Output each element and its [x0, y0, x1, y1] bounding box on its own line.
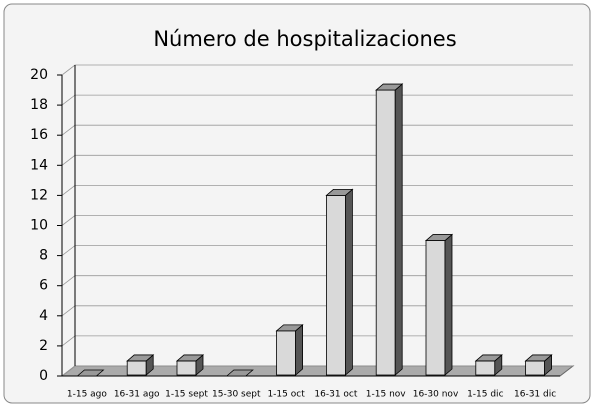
bar-top: [225, 369, 254, 377]
bar-side: [295, 323, 304, 376]
x-tick-label: 1-15 dic: [467, 390, 504, 400]
x-tick-label: 1-15 sept: [165, 390, 208, 400]
bar-front: [525, 360, 545, 376]
bar-top: [424, 234, 454, 241]
y-tick-label: 14: [30, 157, 48, 173]
chart-title: Número de hospitalizaciones: [153, 27, 456, 51]
x-tick-label: 15-30 sept: [212, 390, 261, 400]
x-tick-label: 1-15 nov: [366, 390, 406, 400]
y-tick-label: 4: [39, 308, 48, 324]
bar: [524, 354, 553, 376]
bar: [76, 369, 105, 377]
bar: [375, 83, 404, 376]
bar: [175, 354, 205, 376]
bar-side: [344, 188, 353, 376]
bar-top: [474, 354, 503, 362]
bar-top: [524, 354, 553, 362]
bar: [275, 323, 304, 376]
bar: [424, 233, 454, 376]
bar-top: [325, 188, 354, 196]
y-tick-label: 8: [39, 248, 48, 264]
y-tick-label: 2: [39, 338, 48, 354]
x-tick-label: 16-31 dic: [514, 390, 556, 400]
bar-front: [425, 240, 446, 376]
x-tick-label: 1-15 ago: [67, 390, 108, 400]
x-tick-label: 1-15 oct: [267, 390, 305, 400]
bar-front: [176, 360, 197, 376]
bar-top: [76, 369, 105, 377]
y-tick-label: 6: [39, 278, 48, 294]
y-tick-label: 20: [30, 67, 48, 83]
bar-top: [175, 354, 205, 362]
bar: [325, 188, 354, 376]
bar-top: [126, 354, 155, 362]
bar: [474, 354, 503, 376]
x-tick-label: 16-31 ago: [114, 390, 160, 400]
bar-top: [275, 324, 304, 332]
bar-front: [276, 330, 297, 376]
bar-front: [475, 360, 496, 376]
bar: [225, 369, 254, 377]
bar-front: [325, 194, 346, 376]
bar-side: [394, 83, 403, 376]
y-tick-label: 0: [39, 368, 48, 384]
bar-side: [444, 233, 453, 376]
bar-top: [375, 83, 404, 91]
y-tick-label: 16: [30, 127, 48, 143]
x-tick-label: 16-30 nov: [413, 390, 459, 400]
x-tick-label: 16-31 oct: [314, 390, 357, 400]
bar-front: [375, 89, 396, 376]
y-tick-label: 12: [30, 187, 48, 203]
bar-front: [126, 360, 147, 376]
bar: [126, 354, 155, 376]
y-tick-label: 18: [30, 97, 48, 113]
y-tick-label: 10: [30, 218, 48, 234]
